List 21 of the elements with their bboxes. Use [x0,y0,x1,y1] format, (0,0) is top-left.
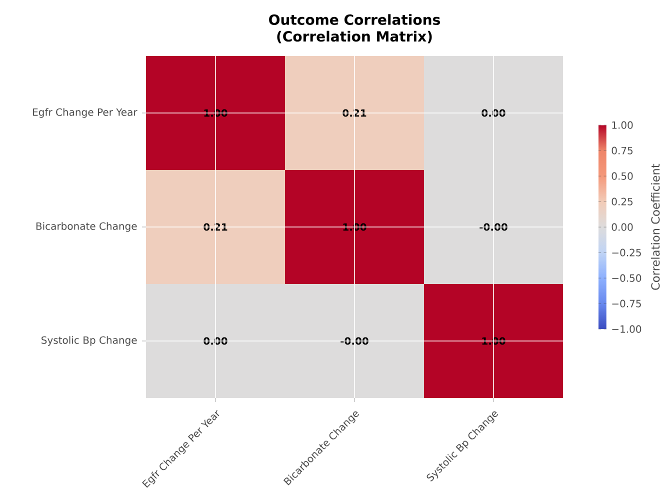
color-bar-label: −0.75 [612,300,641,308]
color-bar-label: 0.00 [612,223,633,231]
data-label: 0.21 [342,109,366,117]
data-label: 0.00 [482,109,506,117]
chart-subtitle: (Correlation Matrix) [277,30,432,44]
data-label: -0.00 [340,337,368,345]
color-bar-title: Correlation Coefficient [650,164,660,290]
color-bar-label: 0.50 [612,172,633,180]
data-label: -0.00 [480,223,508,231]
color-bar-label: −0.25 [612,248,641,256]
y-tick-label: Bicarbonate Change [36,222,137,232]
data-label: 0.00 [204,337,228,345]
y-tick-label: Systolic Bp Change [42,336,137,346]
color-bar-label: −1.00 [612,325,642,333]
y-tick-label: Egfr Change Per Year [33,108,138,118]
chart-title: Outcome Correlations [269,14,440,25]
color-bar-label: 1.00 [612,121,633,129]
color-bar-label: 0.25 [612,198,633,206]
data-label: 0.21 [204,223,228,231]
color-bar-label: 0.75 [612,146,633,154]
color-bar-label: −0.50 [612,274,642,282]
